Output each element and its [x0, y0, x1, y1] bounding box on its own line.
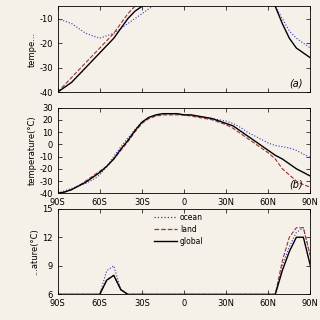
Text: (b): (b)	[289, 180, 303, 190]
Legend: ocean, land, global: ocean, land, global	[154, 212, 204, 246]
Text: (a): (a)	[289, 79, 303, 89]
Y-axis label: ...ature(°C): ...ature(°C)	[30, 228, 39, 275]
Y-axis label: temperature(°C): temperature(°C)	[27, 116, 36, 185]
Y-axis label: tempe...: tempe...	[27, 32, 36, 67]
